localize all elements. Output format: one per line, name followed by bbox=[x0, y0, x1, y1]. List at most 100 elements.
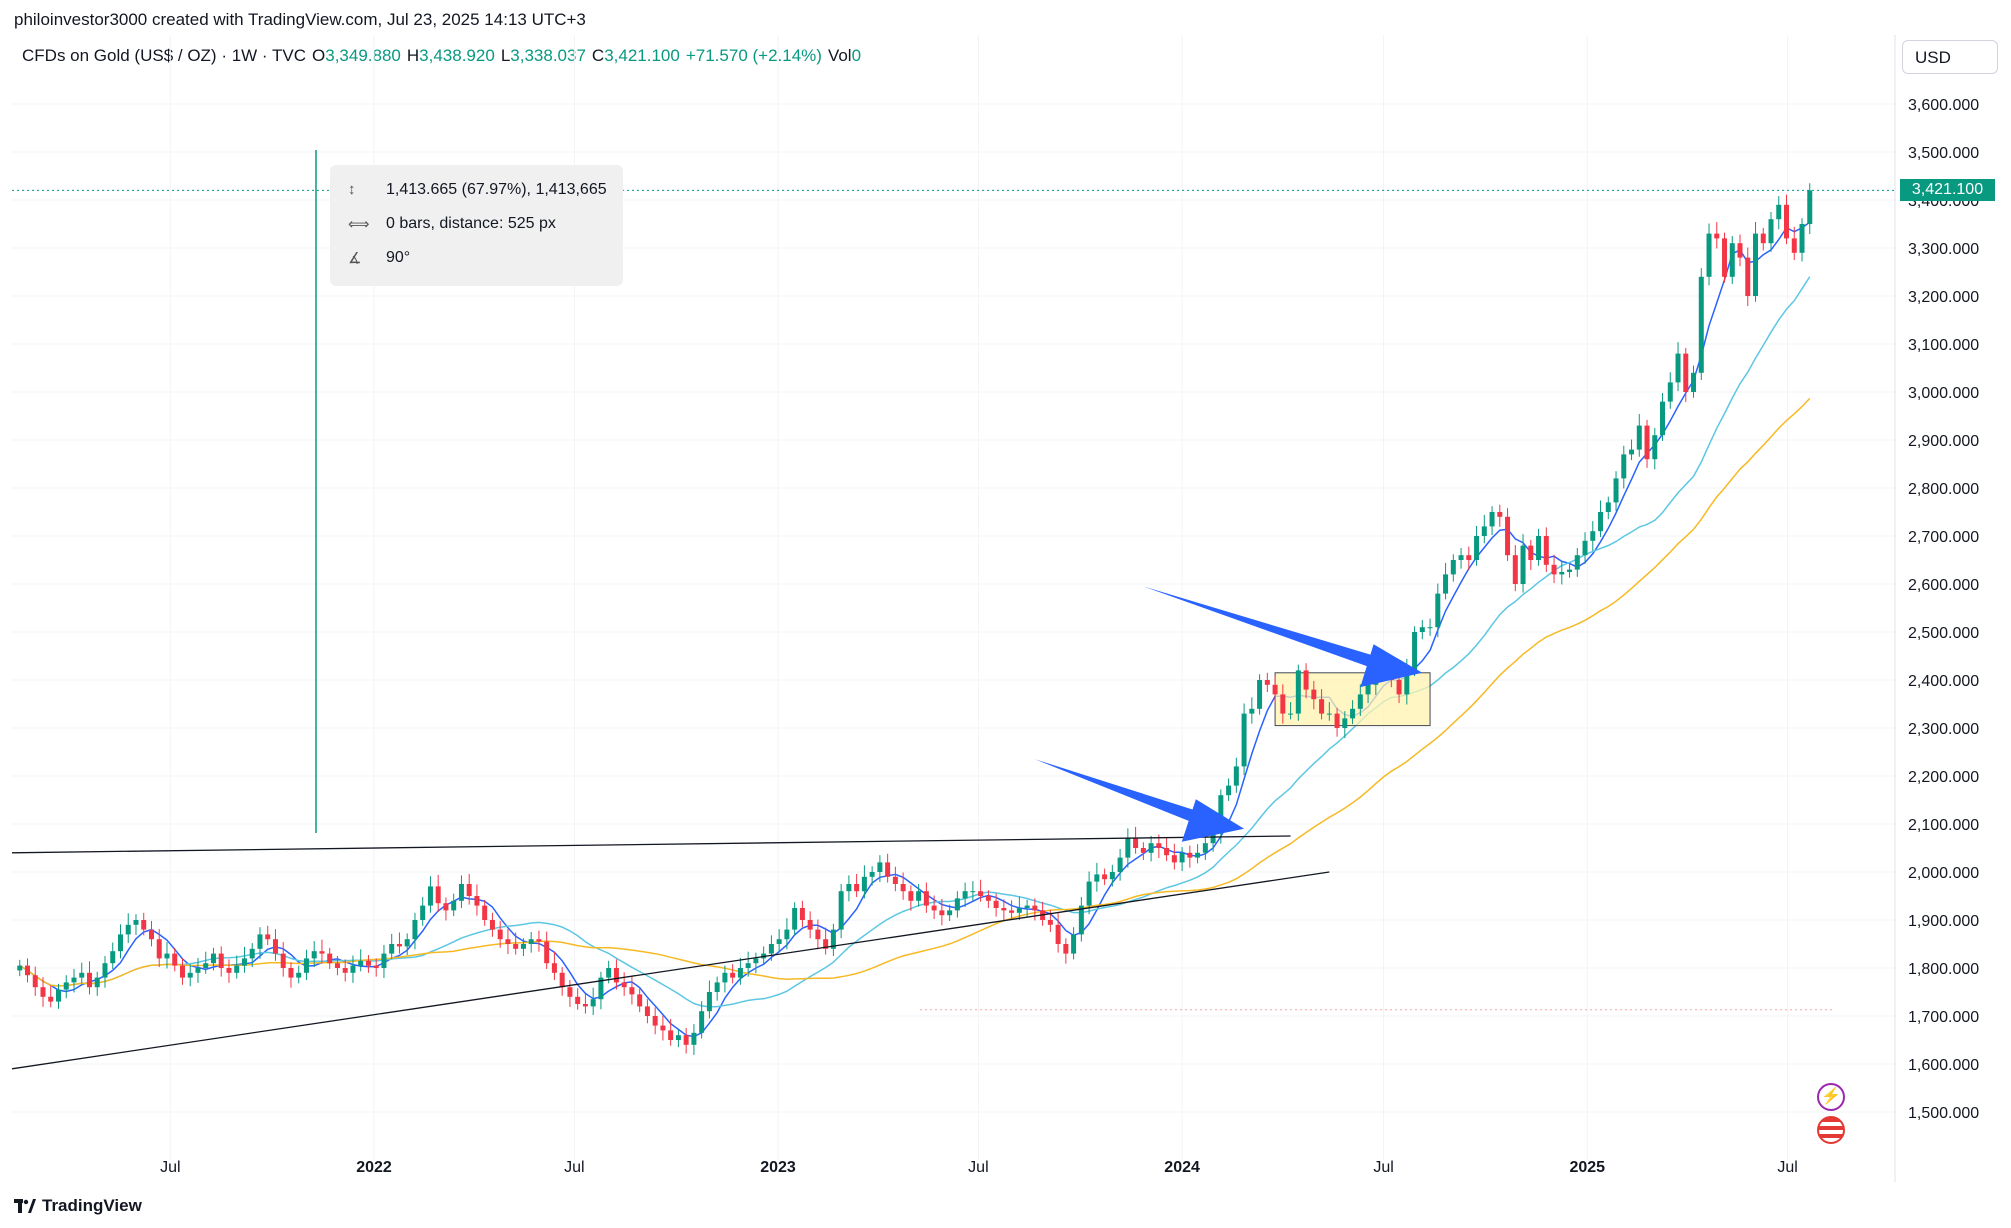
candle-body bbox=[1667, 382, 1673, 402]
candle-body bbox=[1404, 670, 1410, 695]
candle-body bbox=[931, 905, 937, 911]
attribution-text: philoinvestor3000 created with TradingVi… bbox=[14, 10, 586, 29]
candle-body bbox=[1055, 924, 1061, 944]
candle-body bbox=[629, 987, 635, 995]
candle-body bbox=[1156, 843, 1162, 848]
y-tick-label: 2,400.000 bbox=[1908, 673, 1979, 690]
candle-body bbox=[1280, 694, 1286, 714]
candle-body bbox=[389, 944, 395, 954]
candle-body bbox=[830, 929, 836, 949]
candle-body bbox=[745, 963, 751, 968]
lightning-icon[interactable]: ⚡ bbox=[1817, 1083, 1845, 1111]
candle-body bbox=[730, 972, 736, 978]
candle-body bbox=[923, 891, 929, 906]
candle-body bbox=[172, 953, 178, 966]
candle-body bbox=[71, 977, 77, 983]
candle-body bbox=[714, 982, 720, 992]
candle-body bbox=[334, 963, 340, 968]
x-tick-label: Jul bbox=[1373, 1159, 1393, 1176]
y-tick-label: 2,300.000 bbox=[1908, 721, 1979, 738]
y-tick-label: 2,200.000 bbox=[1908, 769, 1979, 786]
candle-body bbox=[582, 1004, 588, 1007]
candle-body bbox=[1791, 238, 1797, 253]
candle-body bbox=[1357, 694, 1363, 709]
candle-body bbox=[133, 920, 139, 925]
candle-body bbox=[815, 929, 821, 940]
symbol-legend: CFDs on Gold (US$ / OZ) · 1W · TVC O3,34… bbox=[22, 46, 861, 66]
candle-body bbox=[885, 862, 891, 877]
candle-body bbox=[1691, 372, 1697, 392]
candle-body bbox=[63, 982, 69, 990]
candle-body bbox=[1412, 632, 1418, 671]
candle-body bbox=[396, 944, 402, 947]
candle-body bbox=[358, 960, 364, 966]
candle-body bbox=[381, 953, 387, 968]
candle-body bbox=[691, 1032, 697, 1045]
candle-body bbox=[55, 989, 61, 1002]
y-tick-label: 3,300.000 bbox=[1908, 241, 1979, 258]
candle-body bbox=[939, 910, 945, 916]
candle-body bbox=[505, 939, 511, 944]
y-tick-label: 1,800.000 bbox=[1908, 961, 1979, 978]
candle-body bbox=[1001, 908, 1007, 911]
currency-button[interactable]: USD bbox=[1902, 40, 1998, 74]
candle-body bbox=[17, 965, 23, 971]
candle-body bbox=[1714, 233, 1720, 239]
candle-body bbox=[24, 965, 30, 976]
candle-body bbox=[1179, 852, 1185, 863]
candle-body bbox=[234, 965, 240, 973]
candle-body bbox=[435, 886, 441, 904]
candle-body bbox=[1636, 425, 1642, 450]
candle-body bbox=[443, 903, 449, 911]
candle-body bbox=[606, 968, 612, 978]
candle-body bbox=[652, 1016, 658, 1026]
x-tick-label: 2024 bbox=[1164, 1159, 1200, 1176]
candle-body bbox=[1644, 425, 1650, 460]
candle-body bbox=[823, 939, 829, 949]
candle-body bbox=[156, 939, 162, 959]
tradingview-footer[interactable]: TradingView bbox=[14, 1196, 142, 1216]
candle-body bbox=[1071, 934, 1077, 954]
ma-mid-line bbox=[19, 276, 1811, 1008]
candle-body bbox=[48, 996, 54, 1002]
candle-body bbox=[993, 900, 999, 908]
candle-body bbox=[590, 999, 596, 1007]
candle-body bbox=[908, 891, 914, 901]
candle-body bbox=[807, 920, 813, 930]
candle-body bbox=[187, 972, 193, 978]
symbol-name[interactable]: CFDs on Gold (US$ / OZ) · 1W · TVC bbox=[22, 46, 307, 65]
candle-body bbox=[799, 908, 805, 920]
candle-body bbox=[1086, 881, 1092, 906]
us-flag-icon[interactable] bbox=[1817, 1116, 1845, 1144]
candle-body bbox=[1117, 857, 1123, 872]
candle-body bbox=[1241, 713, 1247, 767]
price-range-icon: ↕ bbox=[348, 181, 356, 198]
candle-body bbox=[342, 968, 348, 973]
candle-body bbox=[869, 872, 875, 877]
candle-body bbox=[706, 992, 712, 1012]
candle-body bbox=[1621, 454, 1627, 479]
y-tick-label: 3,600.000 bbox=[1908, 97, 1979, 114]
candle-body bbox=[536, 939, 542, 942]
candle-body bbox=[257, 934, 263, 949]
x-tick-label: Jul bbox=[1777, 1159, 1797, 1176]
y-tick-label: 2,100.000 bbox=[1908, 817, 1979, 834]
candle-body bbox=[513, 944, 519, 949]
candle-body bbox=[1512, 555, 1518, 584]
candle-body bbox=[613, 968, 619, 983]
candle-body bbox=[249, 948, 255, 959]
high-label: H bbox=[406, 46, 420, 65]
candle-body bbox=[1171, 855, 1177, 863]
candle-body bbox=[1140, 848, 1146, 853]
candle-body bbox=[179, 965, 185, 978]
candle-body bbox=[621, 982, 627, 988]
high-value: 3,438.920 bbox=[419, 46, 495, 65]
candle-body bbox=[1481, 526, 1487, 536]
candle-body bbox=[861, 876, 867, 892]
candle-body bbox=[102, 963, 108, 978]
candle-body bbox=[1489, 512, 1495, 527]
candle-body bbox=[1443, 574, 1449, 594]
candle-body bbox=[1326, 713, 1332, 715]
candle-body bbox=[985, 896, 991, 901]
